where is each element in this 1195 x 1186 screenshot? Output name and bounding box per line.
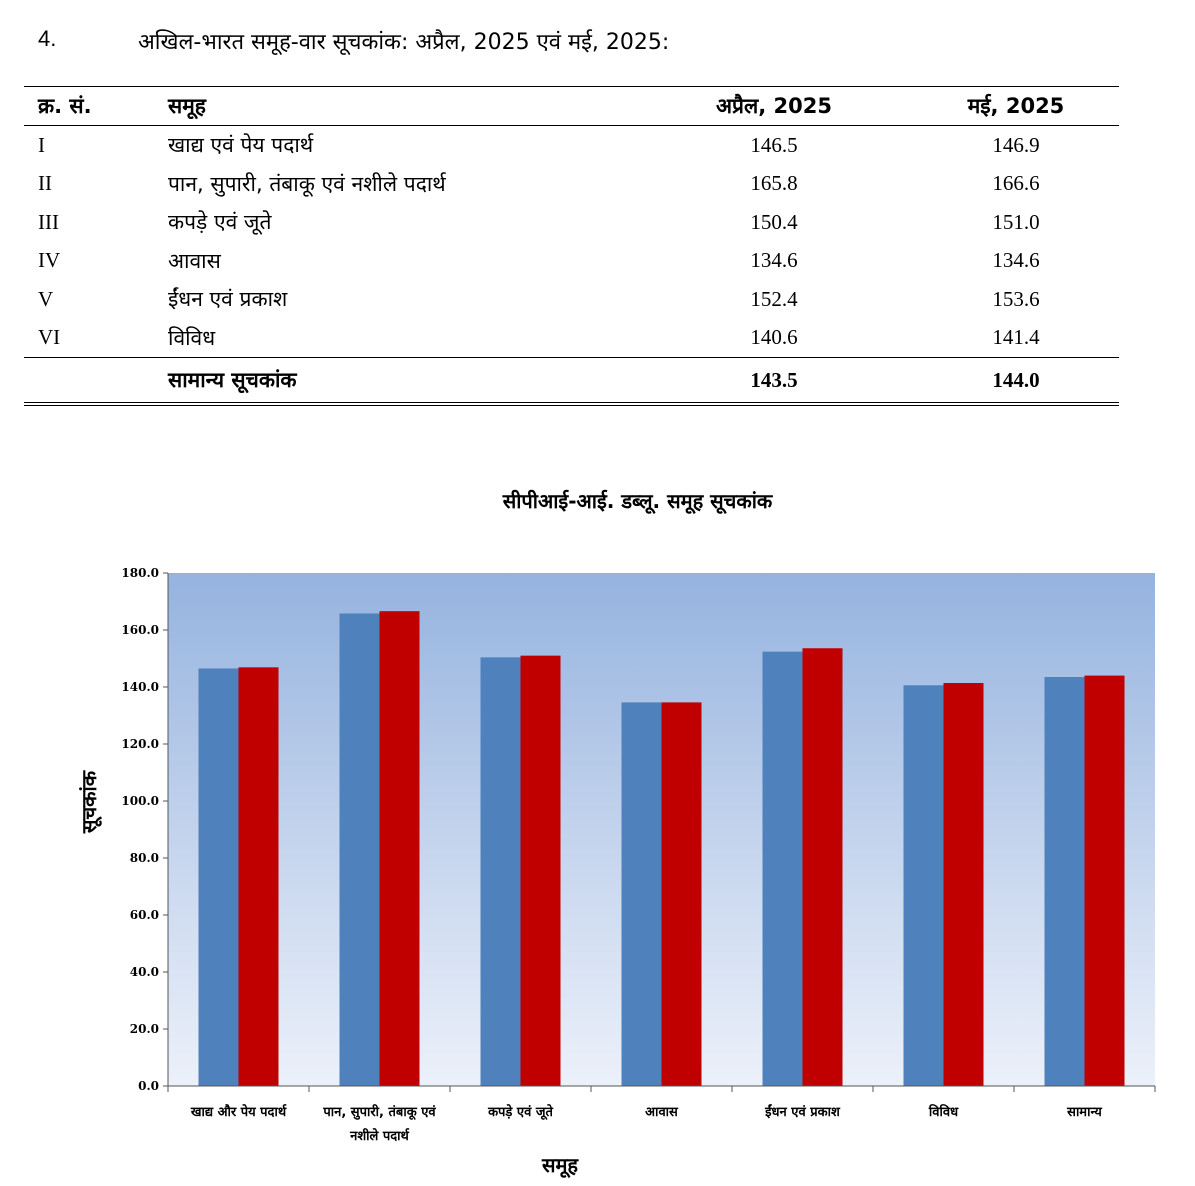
row-code: IV xyxy=(38,248,61,273)
y-tick-label: 100.0 xyxy=(121,794,159,808)
table-header-row: क्र. सं. समूह अप्रैल, 2025 मई, 2025 xyxy=(24,86,1119,126)
row-may-value: 141.4 xyxy=(992,325,1040,350)
bar-april-1 xyxy=(339,613,380,1086)
row-group-name: कपड़े एवं जूते xyxy=(168,210,272,235)
section-heading: 4. अखिल-भारत समूह-वार सूचकांक: अप्रैल, 2… xyxy=(0,26,1195,60)
header-april-2025: अप्रैल, 2025 xyxy=(635,86,913,126)
bar-may-3 xyxy=(661,702,702,1086)
row-group-name: आवास xyxy=(168,248,221,273)
bar-april-4 xyxy=(762,651,803,1086)
x-tick-label: सामान्य xyxy=(1066,1105,1102,1120)
index-table: क्र. सं. समूह अप्रैल, 2025 मई, 2025 I खा… xyxy=(24,86,1119,406)
y-tick-label: 20.0 xyxy=(130,1022,159,1036)
total-may-value: 144.0 xyxy=(913,357,1119,406)
row-may-value: 153.6 xyxy=(992,286,1040,311)
bar-may-2 xyxy=(520,655,561,1086)
row-group-name: पान, सुपारी, तंबाकू एवं नशीले पदार्थ xyxy=(168,171,446,196)
y-tick-label: 120.0 xyxy=(121,737,159,751)
total-group-name: सामान्य सूचकांक xyxy=(168,357,635,406)
x-tick-label: खाद्य और पेय पदार्थ xyxy=(190,1104,287,1120)
bar-april-3 xyxy=(621,702,662,1086)
bar-april-5 xyxy=(903,685,944,1086)
table-row: II पान, सुपारी, तंबाकू एवं नशीले पदार्थ … xyxy=(24,165,1119,204)
y-tick-label: 140.0 xyxy=(121,680,159,694)
y-tick-label: 60.0 xyxy=(130,908,159,922)
row-code: VI xyxy=(38,325,61,350)
section-number: 4. xyxy=(38,26,57,51)
y-tick-label: 160.0 xyxy=(121,623,159,637)
bar-may-4 xyxy=(802,648,843,1086)
total-code xyxy=(24,357,168,406)
section-title: अखिल-भारत समूह-वार सूचकांक: अप्रैल, 2025… xyxy=(138,30,670,55)
row-may-value: 146.9 xyxy=(992,132,1040,157)
bar-may-0 xyxy=(238,667,279,1086)
x-tick-label: कपड़े एवं जूते xyxy=(487,1104,553,1120)
y-axis-label: सूचकांक xyxy=(77,769,102,834)
chart-title: सीपीआई-आई. डब्लू. समूह सूचकांक xyxy=(502,489,773,513)
y-tick-label: 0.0 xyxy=(138,1079,159,1093)
y-tick-label: 80.0 xyxy=(130,851,159,865)
table-row: I खाद्य एवं पेय पदार्थ 146.5 146.9 xyxy=(24,126,1119,165)
row-april-value: 146.5 xyxy=(750,132,798,157)
bar-may-6 xyxy=(1084,675,1125,1086)
table-row: VI विविध 140.6 141.4 xyxy=(24,319,1119,358)
bar-chart: 0.0 20.0 40.0 60.0 80.0 100.0 120.0 140.0 160.0 1… xyxy=(77,566,1156,1178)
row-april-value: 140.6 xyxy=(750,325,798,350)
x-axis-label: समूह xyxy=(541,1153,579,1178)
row-code: III xyxy=(38,209,59,234)
row-code: II xyxy=(38,171,52,196)
y-tick-label: 180.0 xyxy=(121,566,159,580)
table-row: V ईंधन एवं प्रकाश 152.4 153.6 xyxy=(24,280,1119,319)
row-code: V xyxy=(38,286,54,311)
x-tick-label: ईंधन एवं प्रकाश xyxy=(764,1104,841,1120)
bar-april-0 xyxy=(198,668,239,1086)
row-may-value: 151.0 xyxy=(992,209,1040,234)
row-code: I xyxy=(38,132,45,157)
bar-april-2 xyxy=(480,657,521,1086)
table-row: III कपड़े एवं जूते 150.4 151.0 xyxy=(24,203,1119,242)
bar-april-6 xyxy=(1044,677,1085,1086)
x-tick-label: पान, सुपारी, तंबाकू एवं xyxy=(322,1104,436,1120)
row-april-value: 165.8 xyxy=(750,171,798,196)
row-may-value: 166.6 xyxy=(992,171,1040,196)
y-tick-label: 40.0 xyxy=(130,965,159,979)
total-april-value: 143.5 xyxy=(635,357,913,406)
bar-may-5 xyxy=(943,683,984,1086)
row-april-value: 134.6 xyxy=(750,248,798,273)
row-april-value: 150.4 xyxy=(750,209,798,234)
row-april-value: 152.4 xyxy=(750,286,798,311)
table-total-row: सामान्य सूचकांक 143.5 144.0 xyxy=(24,357,1119,406)
bar-may-1 xyxy=(379,611,420,1086)
row-group-name: खाद्य एवं पेय पदार्थ xyxy=(168,133,314,158)
header-may-2025: मई, 2025 xyxy=(913,86,1119,126)
row-group-name: ईंधन एवं प्रकाश xyxy=(168,287,288,312)
x-tick-label: विविध xyxy=(928,1104,959,1120)
x-tick-label: आवास xyxy=(645,1105,679,1120)
header-group: समूह xyxy=(168,86,635,126)
x-tick-label: नशीले पदार्थ xyxy=(349,1128,410,1144)
row-may-value: 134.6 xyxy=(992,248,1040,273)
header-serial-no: क्र. सं. xyxy=(24,86,168,126)
row-group-name: विविध xyxy=(168,325,216,350)
table-row: IV आवास 134.6 134.6 xyxy=(24,242,1119,281)
